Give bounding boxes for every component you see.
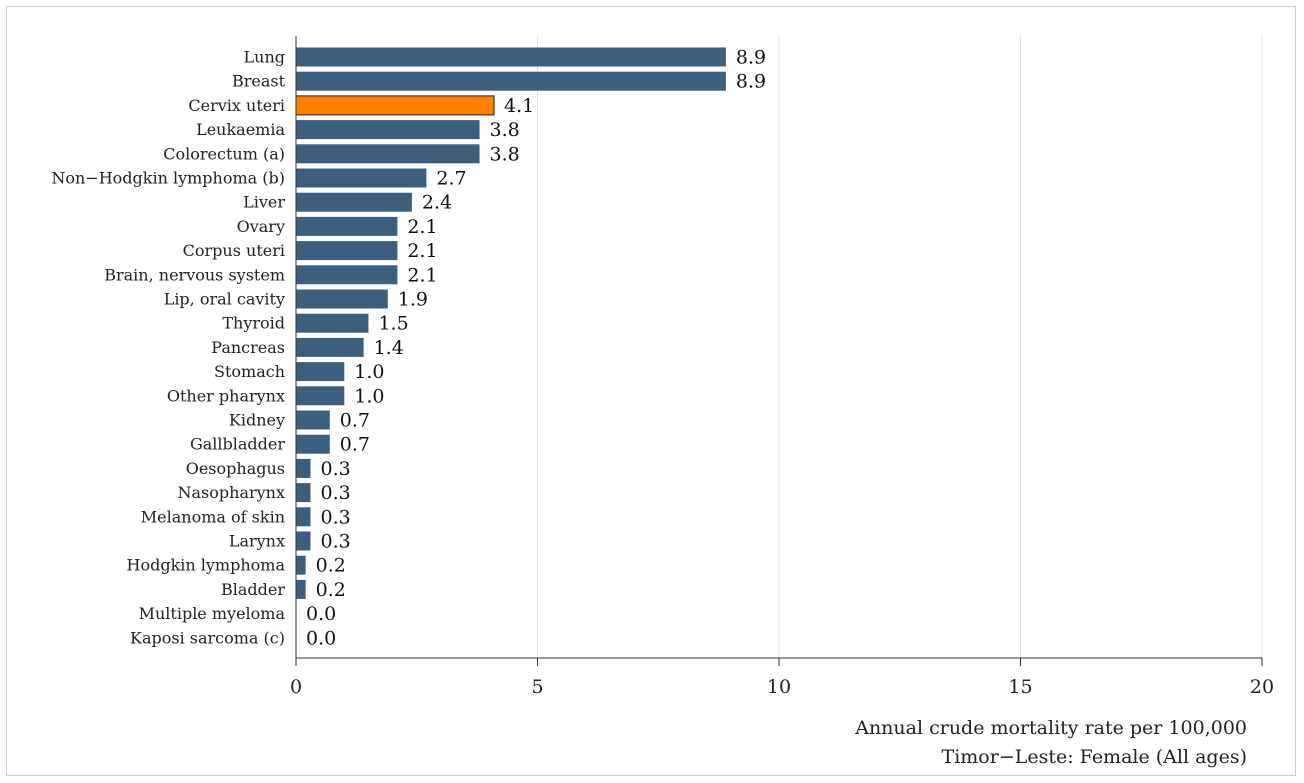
x-axis: 0 5 10 15 20 xyxy=(290,36,1274,698)
bar-3 xyxy=(296,120,480,140)
category-label: Lung xyxy=(244,48,285,67)
bar-0 xyxy=(296,47,726,67)
value-labels: 8.98.94.13.83.82.72.42.12.12.11.91.51.41… xyxy=(306,47,766,650)
value-label: 0.2 xyxy=(316,579,346,601)
bar-7 xyxy=(296,216,398,236)
value-label: 0.0 xyxy=(306,603,336,625)
value-label: 0.3 xyxy=(320,506,350,528)
category-label: Stomach xyxy=(214,362,285,381)
value-label: 0.7 xyxy=(340,410,370,432)
category-label: Cervix uteri xyxy=(188,96,285,115)
category-label: Oesophagus xyxy=(186,459,285,478)
value-label: 1.0 xyxy=(354,361,384,383)
gridlines xyxy=(537,36,1263,658)
bar-6 xyxy=(296,192,412,212)
category-label: Pancreas xyxy=(211,338,285,357)
category-label: Liver xyxy=(243,193,285,212)
x-axis-title: Annual crude mortality rate per 100,000 xyxy=(854,717,1247,739)
bar-20 xyxy=(296,531,311,551)
value-label: 2.1 xyxy=(407,264,437,286)
category-label: Lip, oral cavity xyxy=(164,290,285,309)
value-label: 1.5 xyxy=(378,313,408,335)
value-label: 1.4 xyxy=(374,337,404,359)
category-label: Colorectum (a) xyxy=(163,144,285,163)
bar-16 xyxy=(296,434,330,454)
bar-17 xyxy=(296,458,311,478)
bar-21 xyxy=(296,555,306,575)
category-label: Multiple myeloma xyxy=(139,604,286,623)
category-labels: Lung Breast Cervix uteri Leukaemia Colorectu… xyxy=(51,48,285,648)
value-label: 0.2 xyxy=(316,555,346,577)
bar-13 xyxy=(296,362,345,382)
bar-8 xyxy=(296,241,398,261)
bar-15 xyxy=(296,410,330,430)
category-label: Breast xyxy=(232,72,286,91)
category-label: Thyroid xyxy=(222,314,285,333)
category-label: Nasopharynx xyxy=(178,483,285,502)
category-label: Ovary xyxy=(237,217,285,236)
bar-5 xyxy=(296,168,427,188)
category-label: Bladder xyxy=(221,580,285,599)
bar-4 xyxy=(296,144,480,164)
category-label: Brain, nervous system xyxy=(104,265,285,284)
category-label: Leukaemia xyxy=(196,120,285,139)
x-tick-label: 0 xyxy=(290,676,302,698)
value-label: 2.4 xyxy=(422,192,452,214)
x-tick-label: 5 xyxy=(531,676,543,698)
value-label: 3.8 xyxy=(490,119,520,141)
value-label: 3.8 xyxy=(490,143,520,165)
bar-2 xyxy=(295,95,495,116)
category-label: Kidney xyxy=(229,411,285,430)
bar-9 xyxy=(296,265,398,285)
value-label: 8.9 xyxy=(736,71,766,93)
value-label: 0.3 xyxy=(320,458,350,480)
bar-1 xyxy=(296,71,726,91)
category-label: Non−Hodgkin lymphoma (b) xyxy=(51,169,285,188)
value-label: 0.7 xyxy=(340,434,370,456)
bar-22 xyxy=(296,579,306,599)
chart-frame xyxy=(6,6,1296,776)
category-label: Other pharynx xyxy=(167,386,285,405)
value-label: 0.0 xyxy=(306,627,336,649)
bar-14 xyxy=(296,386,345,406)
category-label: Gallbladder xyxy=(190,435,285,454)
value-label: 2.1 xyxy=(407,240,437,262)
value-label: 1.9 xyxy=(398,289,428,311)
category-label: Kaposi sarcoma (c) xyxy=(130,628,285,647)
bar-11 xyxy=(296,313,369,333)
chart-subtitle: Timor−Leste: Female (All ages) xyxy=(942,746,1247,768)
x-tick-label: 20 xyxy=(1250,676,1274,698)
value-label: 0.3 xyxy=(320,531,350,553)
bar-19 xyxy=(296,507,311,527)
value-label: 1.0 xyxy=(354,385,384,407)
value-label: 8.9 xyxy=(736,47,766,69)
category-label: Larynx xyxy=(229,532,285,551)
bar-10 xyxy=(296,289,388,309)
category-label: Hodgkin lymphoma xyxy=(127,556,286,575)
x-tick-label: 15 xyxy=(1008,676,1032,698)
value-label: 4.1 xyxy=(504,95,534,117)
category-label: Melanoma of skin xyxy=(141,507,285,526)
bars xyxy=(295,47,726,599)
x-tick-label: 10 xyxy=(767,676,791,698)
value-label: 2.7 xyxy=(436,168,466,190)
category-label: Corpus uteri xyxy=(183,241,285,260)
value-label: 0.3 xyxy=(320,482,350,504)
bar-18 xyxy=(296,483,311,503)
value-label: 2.1 xyxy=(407,216,437,238)
bar-12 xyxy=(296,337,364,357)
